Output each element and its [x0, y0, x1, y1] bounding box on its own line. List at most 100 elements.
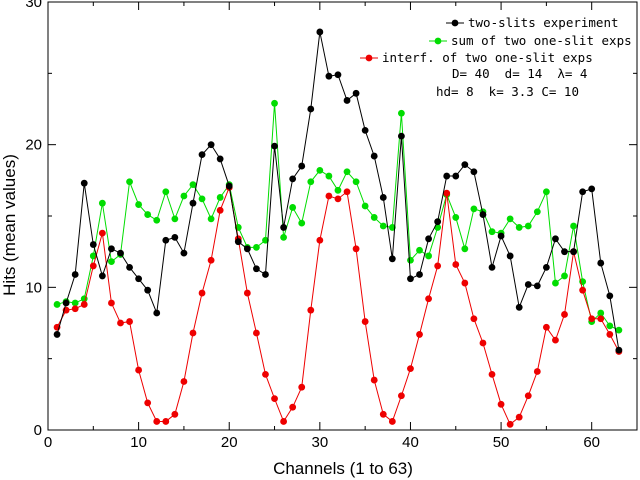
data-point: [533, 368, 541, 375]
data-point: [153, 309, 161, 317]
y-tick-label: 20: [25, 137, 42, 154]
data-point: [506, 252, 514, 260]
data-point: [597, 315, 605, 323]
data-point: [488, 228, 496, 236]
data-point: [579, 286, 587, 294]
data-point: [552, 235, 559, 243]
data-point: [461, 161, 469, 169]
data-point: [515, 224, 523, 231]
data-point: [144, 211, 152, 218]
legend-label: two-slits experiment: [468, 15, 619, 30]
data-point: [398, 109, 405, 117]
x-tick-label: 40: [402, 434, 419, 451]
data-point: [280, 224, 287, 231]
x-axis-title: Channels (1 to 63): [273, 459, 413, 478]
data-point: [325, 72, 333, 80]
data-point: [579, 188, 587, 196]
data-point: [198, 195, 206, 203]
data-point: [370, 376, 378, 384]
data-point: [316, 236, 324, 244]
data-point: [135, 275, 143, 283]
legend-label: interf. of two one-slit exps: [382, 50, 593, 65]
data-point: [189, 199, 197, 207]
data-point: [126, 178, 133, 186]
data-point: [561, 272, 568, 280]
data-point: [98, 272, 106, 280]
data-point: [135, 366, 143, 374]
data-point: [234, 238, 242, 246]
data-point: [515, 413, 523, 421]
data-point: [407, 365, 414, 373]
data-point: [352, 178, 360, 186]
data-point: [443, 189, 451, 197]
data-point: [126, 263, 133, 271]
series-1: [53, 99, 623, 334]
x-tick-label: 20: [221, 434, 238, 451]
series-2: [53, 184, 623, 428]
data-point: [479, 211, 487, 218]
data-point: [225, 182, 233, 190]
legend-label: sum of two one-slit exps: [451, 33, 632, 48]
data-point: [542, 323, 550, 331]
data-point: [597, 259, 605, 267]
data-point: [144, 399, 152, 407]
data-point: [108, 299, 115, 307]
data-point: [280, 418, 287, 425]
data-point: [135, 201, 143, 208]
data-point: [89, 262, 97, 270]
data-point: [407, 256, 414, 264]
data-point: [162, 188, 170, 196]
data-point: [552, 279, 559, 287]
data-point: [298, 383, 306, 391]
data-point: [452, 172, 460, 180]
data-point: [352, 89, 360, 97]
data-point: [425, 295, 432, 303]
data-point: [243, 289, 251, 297]
data-point: [325, 192, 333, 200]
data-point: [361, 318, 369, 325]
data-point: [398, 132, 405, 140]
x-tick-label: 10: [130, 434, 147, 451]
data-point: [307, 105, 315, 113]
data-point: [271, 395, 278, 403]
data-point: [171, 410, 179, 418]
data-point: [470, 168, 478, 176]
data-point: [216, 194, 224, 201]
series-line: [56, 103, 620, 331]
data-point: [506, 215, 514, 223]
data-point: [108, 245, 115, 253]
data-point: [117, 249, 124, 257]
data-point: [289, 175, 297, 183]
data-point: [80, 179, 88, 187]
data-point: [53, 331, 61, 338]
data-point: [262, 271, 269, 278]
data-point: [307, 306, 315, 314]
data-point: [370, 152, 378, 160]
data-point: [325, 172, 333, 180]
data-point: [198, 151, 206, 159]
data-point: [479, 339, 487, 347]
data-point: [180, 192, 188, 200]
data-point: [416, 331, 423, 338]
data-point: [171, 234, 179, 241]
data-point: [289, 204, 297, 211]
data-point: [379, 194, 387, 201]
data-point: [98, 229, 106, 237]
data-point: [198, 289, 206, 297]
data-point: [307, 178, 315, 186]
data-point: [334, 71, 342, 79]
data-point: [425, 235, 432, 243]
y-axis-title: Hits (mean values): [0, 154, 19, 296]
data-point: [398, 392, 405, 400]
x-tick-label: 60: [583, 434, 600, 451]
data-point: [597, 309, 605, 317]
data-point: [71, 271, 79, 278]
y-tick-label: 30: [25, 0, 42, 11]
data-point: [434, 218, 442, 226]
data-point: [343, 97, 351, 104]
data-point: [108, 258, 115, 266]
data-point: [144, 286, 152, 294]
data-point: [615, 326, 623, 334]
data-point: [434, 262, 442, 270]
data-point: [271, 99, 278, 107]
